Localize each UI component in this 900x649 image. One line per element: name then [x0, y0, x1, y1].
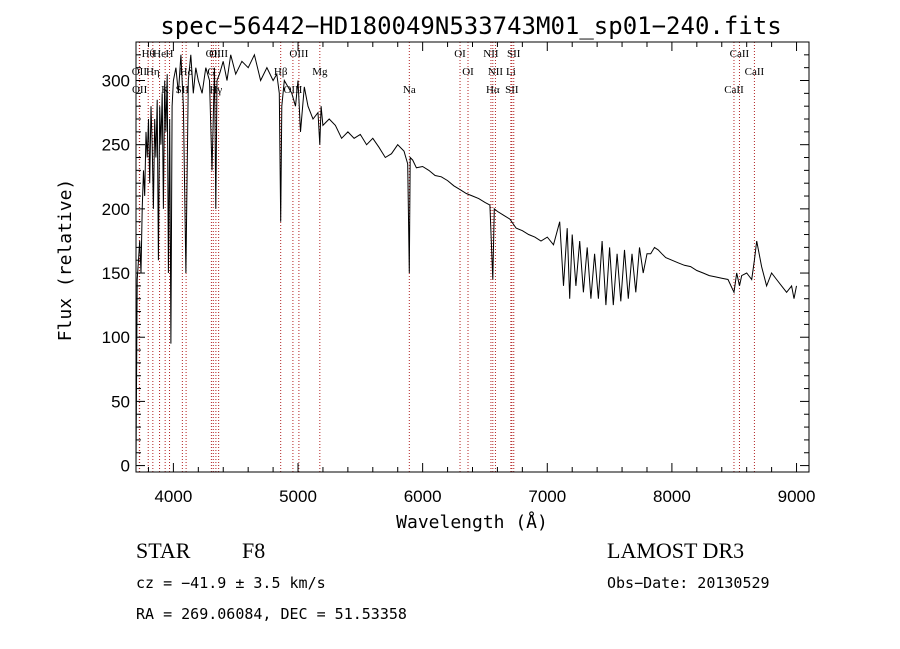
line-label-18: OI	[454, 48, 466, 60]
plot-frame	[135, 41, 810, 473]
object-type: STAR	[136, 538, 191, 563]
x-tick-label-8000: 8000	[653, 487, 691, 506]
line-label-21: NII	[483, 48, 499, 60]
x-tick-label-6000: 6000	[404, 487, 442, 506]
line-label-26: CaII	[724, 84, 744, 96]
y-axis-label: Flux (relative)	[55, 179, 76, 342]
line-label-10: G	[207, 66, 215, 78]
subclass: F8	[242, 538, 265, 563]
y-tick-label-100: 100	[102, 328, 130, 347]
line-label-17: Na	[403, 84, 416, 96]
spectrum-line	[135, 53, 797, 466]
x-tick-label-9000: 9000	[778, 487, 816, 506]
line-label-12: OIII	[209, 48, 228, 60]
x-axis-label: Wavelength (Å)	[396, 511, 548, 533]
line-label-28: CaII	[745, 66, 765, 78]
line-label-19: OI	[462, 66, 474, 78]
spectral-line-markers	[138, 42, 755, 472]
line-label-15: OIII	[289, 48, 308, 60]
line-label-2: OII	[132, 84, 148, 96]
x-tick-label-4000: 4000	[154, 487, 192, 506]
line-label-14: OIII	[283, 84, 302, 96]
line-label-3: He	[153, 48, 166, 60]
coordinates: RA = 269.06084, DEC = 51.53358	[136, 605, 407, 623]
line-label-20: Hα	[486, 84, 500, 96]
line-label-16: Mg	[312, 66, 328, 78]
line-label-23: SII	[505, 84, 519, 96]
observation-date: Obs−Date: 20130529	[607, 574, 770, 592]
line-label-25: Li	[506, 66, 516, 78]
chart-title: spec−56442−HD180049N533743M01_sp01−240.f…	[160, 12, 781, 40]
line-label-11: Hγ	[209, 84, 222, 96]
redshift-cz: cz = −41.9 ± 3.5 km/s	[136, 574, 326, 592]
y-tick-label-200: 200	[102, 200, 130, 219]
line-label-9: OII	[206, 48, 222, 60]
y-tick-label-300: 300	[102, 72, 130, 91]
y-tick-label-0: 0	[121, 457, 130, 476]
x-tick-label-5000: 5000	[279, 487, 317, 506]
line-label-27: CaII	[730, 48, 750, 60]
x-tick-label-7000: 7000	[528, 487, 566, 506]
line-label-4: Hη	[146, 66, 160, 78]
spectral-line-labels: HθOIIOIIHeHηKHHδSIIOIIGHγOIIIHβOIIIOIIIM…	[132, 48, 765, 96]
line-label-24: SII	[507, 48, 521, 60]
line-label-6: H	[166, 48, 174, 60]
y-tick-label-150: 150	[102, 264, 130, 283]
survey-name: LAMOST DR3	[607, 538, 744, 563]
y-axis-ticks: 0 50 100 150 200 250 300	[102, 54, 809, 476]
y-tick-label-250: 250	[102, 136, 130, 155]
line-label-22: NII	[488, 66, 504, 78]
x-axis-ticks: 4000 5000 6000 7000 8000 9000	[147, 42, 816, 506]
y-tick-label-50: 50	[111, 392, 130, 411]
line-label-0: Hθ	[142, 48, 155, 60]
